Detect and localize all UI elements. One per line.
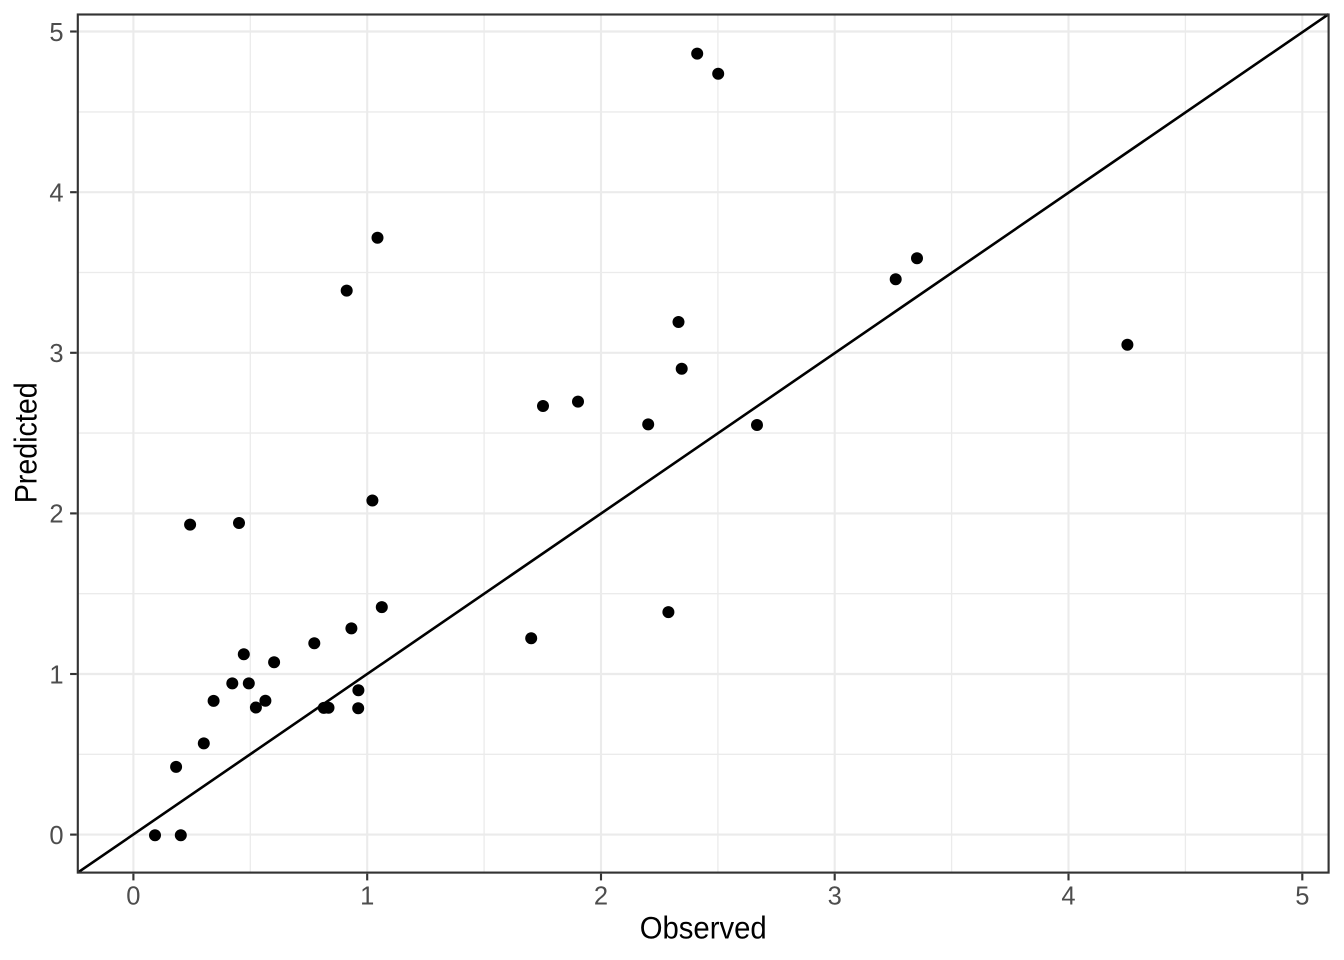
svg-text:1: 1 (49, 661, 63, 689)
svg-text:2: 2 (49, 501, 63, 529)
svg-text:4: 4 (1061, 883, 1075, 911)
svg-text:5: 5 (49, 19, 63, 47)
svg-text:3: 3 (49, 340, 63, 368)
svg-text:0: 0 (126, 883, 140, 911)
svg-text:4: 4 (49, 180, 63, 208)
svg-text:0: 0 (49, 822, 63, 850)
svg-text:Predicted: Predicted (7, 382, 43, 503)
svg-text:5: 5 (1295, 883, 1309, 911)
svg-text:3: 3 (828, 883, 842, 911)
svg-text:2: 2 (594, 883, 608, 911)
svg-text:Observed: Observed (640, 909, 767, 945)
svg-text:1: 1 (360, 883, 374, 911)
